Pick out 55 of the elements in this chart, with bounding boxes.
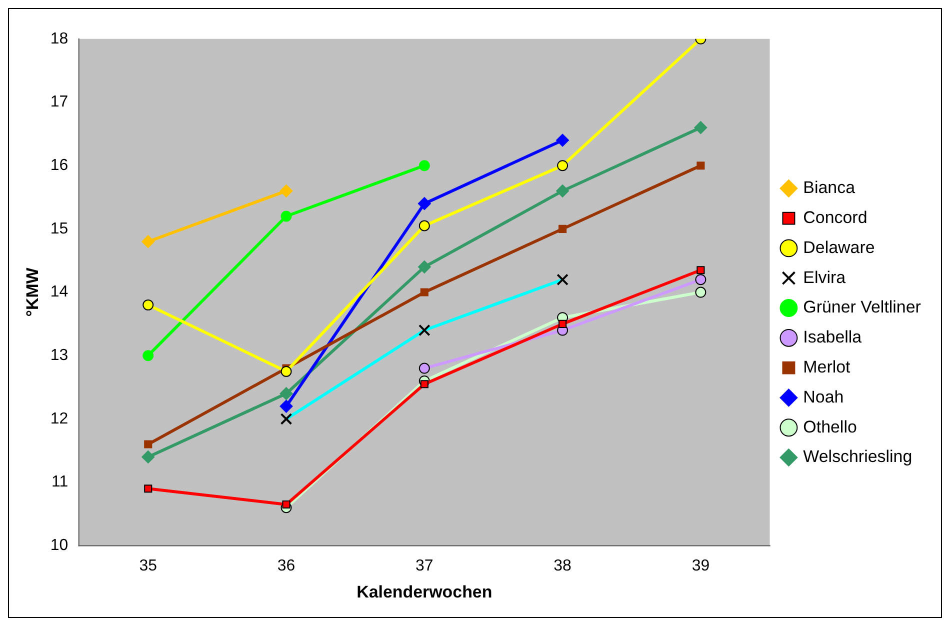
- point: [418, 260, 431, 274]
- point: [282, 500, 290, 508]
- point: [695, 286, 706, 298]
- point: [696, 162, 705, 170]
- point: [696, 266, 705, 274]
- point: [280, 387, 293, 400]
- y-tick-label: 18: [50, 30, 68, 48]
- point: [694, 121, 708, 134]
- point: [142, 299, 154, 310]
- legend-label: Delaware: [803, 238, 875, 257]
- x-tick-label: 37: [416, 558, 434, 575]
- y-tick-label: 13: [50, 347, 68, 364]
- point: [144, 440, 152, 448]
- legend-label: Elvira: [803, 268, 846, 287]
- legend-label: Othello: [803, 417, 857, 436]
- point: [144, 484, 152, 493]
- legend-label: Merlot: [803, 358, 851, 376]
- x-tick-label: 36: [277, 558, 296, 575]
- legend-label: Concord: [803, 208, 868, 227]
- legend-label: Bianca: [803, 178, 856, 198]
- legend-label: Isabella: [803, 328, 862, 347]
- point: [556, 134, 570, 147]
- x-axis-title: Kalenderwochen: [356, 582, 492, 602]
- point: [142, 235, 155, 248]
- x-tick-label: 38: [554, 558, 572, 575]
- legend-label: Grüner Veltliner: [803, 298, 922, 317]
- point: [556, 184, 570, 198]
- point: [695, 274, 706, 286]
- point: [558, 320, 567, 328]
- y-tick-label: 16: [50, 156, 68, 174]
- y-tick-label: 14: [50, 284, 68, 301]
- x-tick-label: 39: [692, 558, 710, 575]
- y-tick-label: 10: [50, 537, 68, 554]
- point: [418, 220, 430, 232]
- x-tick-label: 35: [139, 558, 158, 575]
- point: [420, 288, 428, 296]
- point: [420, 380, 428, 388]
- point: [280, 210, 292, 222]
- y-tick-label: 11: [52, 474, 68, 491]
- point: [280, 400, 293, 413]
- point: [418, 362, 430, 374]
- point: [558, 224, 567, 233]
- y-tick-label: 17: [50, 94, 68, 111]
- y-tick-label: 12: [50, 410, 68, 428]
- point: [142, 350, 154, 362]
- legend-label: Welschriesling: [803, 447, 912, 466]
- point: [142, 450, 155, 464]
- point: [557, 160, 568, 172]
- legend-label: Noah: [803, 387, 844, 406]
- y-tick-label: 15: [50, 220, 68, 238]
- point: [280, 366, 292, 377]
- point: [280, 184, 293, 198]
- point: [418, 197, 431, 210]
- y-axis-title: °KMW: [22, 268, 42, 317]
- point: [418, 160, 430, 172]
